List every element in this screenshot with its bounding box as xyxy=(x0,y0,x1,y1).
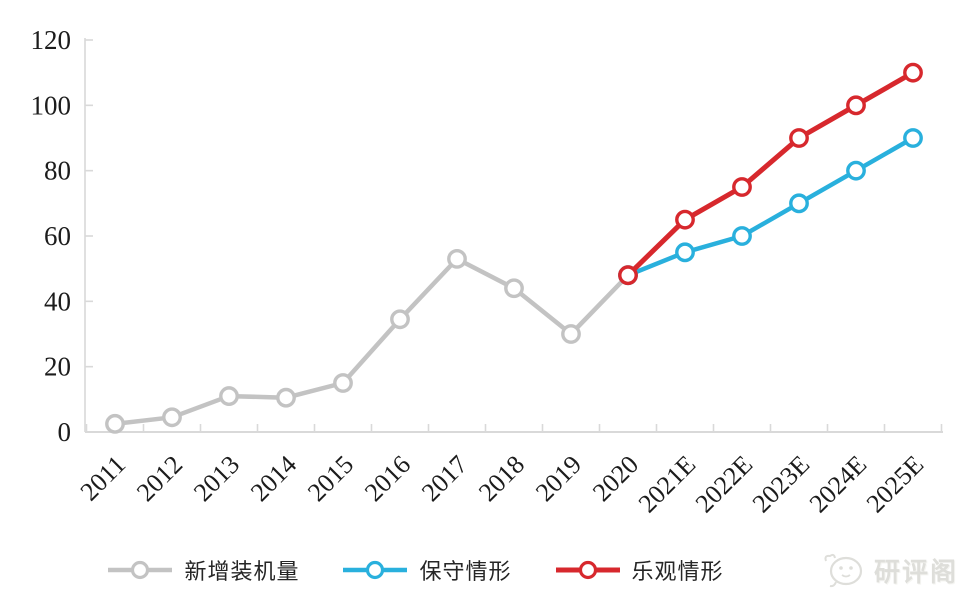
y-tick-label: 20 xyxy=(44,352,71,382)
legend-label-conservative: 保守情形 xyxy=(419,559,512,584)
x-tick-label: 2022E xyxy=(690,450,759,519)
data-point-marker xyxy=(504,278,524,299)
legend-label-optimistic: 乐观情形 xyxy=(631,559,724,584)
legend-item-conservative: 保守情形 xyxy=(341,554,511,586)
watermark-text: 研评阁 xyxy=(874,556,959,587)
x-tick-label: 2011 xyxy=(75,450,132,507)
x-tick-label: 2015 xyxy=(302,450,359,507)
watermark: 研评阁 xyxy=(822,551,958,589)
series-保守情形 xyxy=(618,128,923,286)
x-tick-label: 2021E xyxy=(633,450,702,519)
x-tick-label: 2025E xyxy=(861,450,930,519)
data-point-marker xyxy=(903,62,923,83)
data-point-marker xyxy=(276,387,296,408)
data-point-marker xyxy=(618,265,638,286)
blue-line-marker-icon xyxy=(343,560,408,580)
x-tick-label: 2024E xyxy=(804,450,873,519)
chart-legend: 新增装机量 保守情形 乐观情形 xyxy=(0,548,830,592)
data-point-marker xyxy=(390,309,410,330)
data-point-marker xyxy=(675,242,695,263)
legend-item-optimistic: 乐观情形 xyxy=(554,554,724,586)
series-乐观情形 xyxy=(618,62,923,286)
data-point-marker xyxy=(846,95,866,116)
data-point-marker xyxy=(219,386,239,406)
data-point-marker xyxy=(903,128,923,148)
y-tick-label: 100 xyxy=(31,90,72,120)
y-tick-label: 0 xyxy=(58,417,72,447)
x-tick-label: 2013 xyxy=(188,450,245,507)
y-tick-label: 120 xyxy=(31,25,72,55)
data-point-marker xyxy=(789,193,809,214)
series-line xyxy=(625,135,916,278)
x-tick-label: 2023E xyxy=(747,450,816,519)
data-point-marker xyxy=(732,177,752,197)
data-point-marker xyxy=(732,226,752,246)
gray-line-marker-icon xyxy=(108,560,173,580)
legend-item-new-installs: 新增装机量 xyxy=(106,554,299,586)
y-tick-label: 60 xyxy=(44,221,71,251)
data-point-marker xyxy=(675,209,695,230)
series-新增装机量 xyxy=(105,248,638,434)
data-point-marker xyxy=(846,160,866,181)
data-point-marker xyxy=(789,128,809,148)
series-line xyxy=(625,70,916,278)
y-tick-label: 40 xyxy=(44,286,71,316)
data-point-marker xyxy=(447,248,467,269)
x-tick-label: 2017 xyxy=(416,450,473,507)
data-point-marker xyxy=(162,407,182,428)
x-tick-label: 2012 xyxy=(131,450,188,507)
x-tick-label: 2019 xyxy=(530,450,587,507)
legend-label-new-installs: 新增装机量 xyxy=(184,559,300,584)
data-point-marker xyxy=(561,324,581,344)
x-tick-label: 2016 xyxy=(359,450,416,507)
data-point-marker xyxy=(333,373,353,393)
red-line-marker-icon xyxy=(555,560,620,580)
x-tick-label: 2014 xyxy=(245,450,302,507)
data-point-marker xyxy=(105,413,125,434)
y-tick-label: 80 xyxy=(44,156,71,186)
chat-face-logo-icon xyxy=(824,553,863,588)
x-tick-label: 2018 xyxy=(473,450,530,507)
series-line xyxy=(112,256,631,427)
